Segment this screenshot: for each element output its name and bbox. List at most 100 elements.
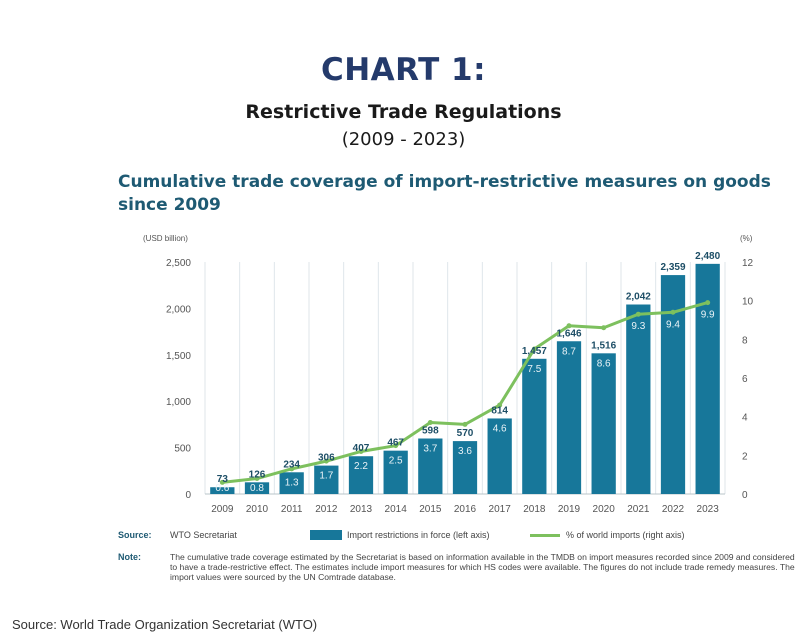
- x-tick-label: 2009: [211, 504, 234, 515]
- bar: [626, 304, 651, 494]
- line-point: [358, 448, 364, 454]
- line-point: [219, 479, 225, 485]
- line-value-label: 9.4: [666, 319, 680, 330]
- line-layer: [219, 300, 711, 485]
- page-source: Source: World Trade Organization Secreta…: [12, 617, 318, 632]
- bar: [314, 465, 339, 494]
- bar-value-label: 1,457: [522, 346, 547, 357]
- legend-swatch-line: [530, 534, 560, 537]
- bar-value-label: 598: [422, 426, 439, 437]
- x-tick-label: 2015: [419, 504, 442, 515]
- note-text: The cumulative trade coverage estimated …: [170, 552, 795, 582]
- chart-heading: Cumulative trade coverage of import-rest…: [118, 172, 771, 215]
- line-point: [705, 300, 711, 306]
- bar: [522, 358, 547, 494]
- line-value-label: 1.3: [285, 477, 299, 488]
- x-tick-label: 2023: [697, 504, 720, 515]
- y-right-tick-label: 12: [742, 258, 754, 269]
- line-value-label: 2.2: [354, 461, 368, 472]
- line-value-label: 0.6: [215, 483, 229, 494]
- y-left-tick-label: 500: [174, 444, 191, 455]
- note-key: Note:: [118, 552, 141, 562]
- line-value-label: 2.5: [389, 456, 403, 467]
- y-left-tick-label: 0: [185, 490, 191, 501]
- line-value-label: 7.5: [527, 364, 541, 375]
- line-value-label: 8.7: [562, 346, 576, 357]
- chart-title: CHART 1:: [320, 52, 487, 88]
- x-tick-label: 2020: [593, 504, 616, 515]
- bar-value-label: 306: [318, 453, 335, 464]
- line-point: [323, 458, 329, 464]
- y-left-tick-label: 1,000: [166, 397, 191, 408]
- line-point: [393, 443, 399, 449]
- line-point: [427, 419, 433, 425]
- line-value-label: 9.3: [631, 321, 645, 332]
- bar-value-label: 407: [353, 443, 370, 454]
- x-tick-label: 2019: [558, 504, 581, 515]
- date-range: (2009 - 2023): [341, 129, 466, 150]
- x-tick-label: 2012: [315, 504, 338, 515]
- bar: [487, 418, 512, 494]
- bar-value-label: 2,480: [695, 251, 720, 262]
- legend-label-bars: Import restrictions in force (left axis): [347, 530, 490, 540]
- line-value-label: 3.7: [423, 444, 437, 455]
- y-right-tick-label: 2: [742, 451, 748, 462]
- axes-layer: 0 500 1,000 1,500 2,000 2,500 (USD billion) 0 2 4…: [143, 234, 754, 515]
- bar: [452, 441, 478, 494]
- bar-value-label: 73: [217, 474, 229, 485]
- bar: [279, 472, 304, 494]
- bar: [418, 438, 443, 494]
- bar: [244, 482, 270, 494]
- line-value-label: 8.6: [597, 358, 611, 369]
- x-tick-label: 2013: [350, 504, 373, 515]
- line-value-label: 1.7: [319, 471, 333, 482]
- bar-value-label: 467: [387, 438, 404, 449]
- source-text: WTO Secretariat: [170, 530, 237, 540]
- line-point: [531, 346, 537, 352]
- bar-value-label: 234: [283, 459, 300, 470]
- y-right-tick-label: 4: [742, 413, 748, 424]
- line-point: [497, 402, 503, 408]
- y-right-tick-label: 0: [742, 490, 748, 501]
- labels-layer: 73 126 234 306 407 467 598 570 814 1,457 1,646 1,51…: [215, 251, 720, 494]
- x-tick-label: 2022: [662, 504, 685, 515]
- line-point: [670, 309, 676, 315]
- y-right-tick-label: 10: [742, 297, 754, 308]
- x-tick-label: 2014: [385, 504, 408, 515]
- bar: [383, 450, 408, 494]
- bar-value-label: 814: [491, 405, 508, 416]
- bar: [348, 456, 374, 494]
- x-tick-label: 2021: [627, 504, 650, 515]
- bar-value-label: 570: [457, 428, 474, 439]
- line-value-label: 4.6: [493, 423, 507, 434]
- bar: [695, 263, 720, 494]
- source-key: Source:: [118, 530, 152, 540]
- legend-swatch-bars: [310, 530, 342, 540]
- bar: [556, 341, 582, 494]
- y-right-tick-label: 8: [742, 335, 748, 346]
- bar-value-label: 1,646: [556, 328, 581, 339]
- bar-value-label: 1,516: [591, 340, 616, 351]
- x-tick-label: 2018: [523, 504, 546, 515]
- y-left-tick-label: 1,500: [166, 351, 191, 362]
- line-point: [635, 311, 641, 317]
- bar-value-label: 126: [249, 469, 266, 480]
- bar-value-label: 2,359: [660, 262, 685, 273]
- y-left-unit: (USD billion): [143, 234, 188, 243]
- x-tick-label: 2017: [489, 504, 512, 515]
- y-left-tick-label: 2,500: [166, 258, 191, 269]
- line-point: [566, 323, 572, 329]
- legend-label-line: % of world imports (right axis): [566, 530, 685, 540]
- bar: [660, 275, 686, 494]
- bar-value-label: 2,042: [626, 292, 651, 303]
- bar: [210, 487, 235, 494]
- y-left-tick-label: 2,000: [166, 304, 191, 315]
- y-right-unit: (%): [740, 234, 753, 243]
- y-right-tick-label: 6: [742, 374, 748, 385]
- line-point: [462, 421, 468, 427]
- line-point: [601, 325, 607, 331]
- line-value-label: 0.8: [250, 483, 264, 494]
- bar: [591, 353, 616, 494]
- x-tick-label: 2010: [246, 504, 269, 515]
